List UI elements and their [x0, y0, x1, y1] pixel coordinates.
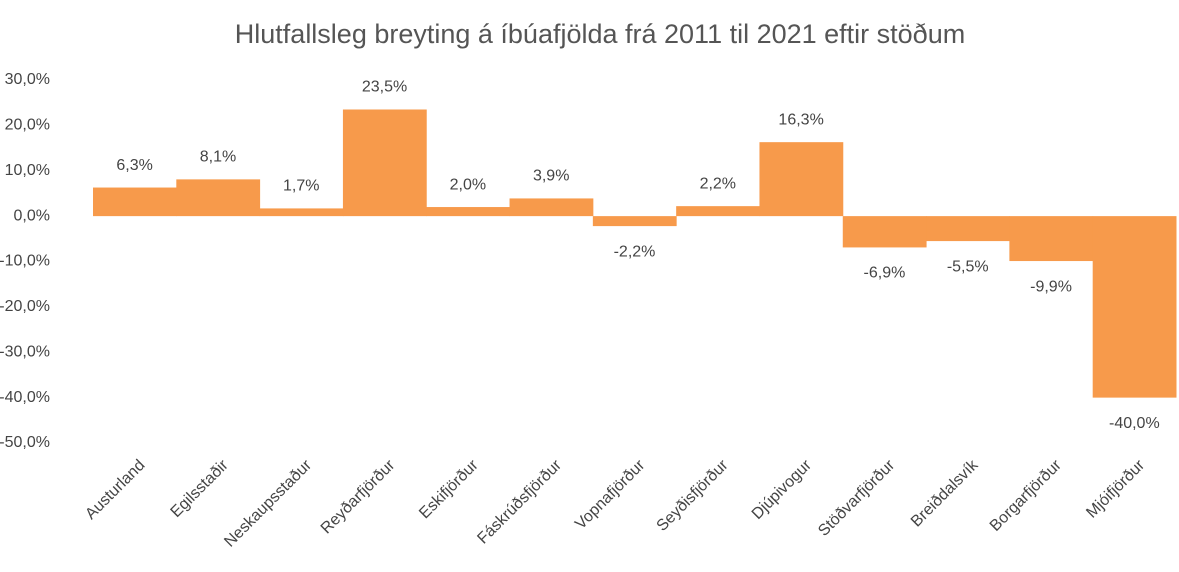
x-tick-label: Austurland	[82, 457, 148, 523]
x-tick-label: Eskifjörður	[416, 456, 482, 522]
data-label: 23,5%	[362, 79, 407, 96]
y-tick-label: -30,0%	[0, 343, 50, 360]
bar	[93, 187, 177, 217]
y-tick-label: 20,0%	[5, 117, 50, 134]
x-tick-label: Seyðisfjörður	[654, 456, 733, 535]
bar	[759, 142, 844, 217]
x-tick-label: Fáskrúðsfjörður	[474, 456, 565, 547]
bar	[842, 216, 927, 248]
data-label: -5,5%	[947, 258, 989, 275]
data-label: 2,2%	[700, 175, 736, 192]
data-label: 8,1%	[200, 149, 236, 166]
data-label: 2,0%	[450, 176, 486, 193]
y-tick-label: -40,0%	[0, 389, 50, 406]
bar	[1009, 216, 1094, 262]
data-label: 6,3%	[116, 157, 152, 174]
bar	[592, 216, 677, 227]
y-tick-label: 10,0%	[5, 162, 50, 179]
x-tick-label: Stöðvarfjörður	[815, 456, 899, 540]
y-tick-label: -50,0%	[0, 434, 50, 451]
bar	[426, 207, 511, 217]
bar	[259, 208, 344, 217]
data-label: -40,0%	[1109, 415, 1160, 432]
y-tick-label: -10,0%	[0, 253, 50, 270]
data-label: -6,9%	[864, 265, 906, 282]
bar	[342, 109, 427, 217]
y-tick-label: -20,0%	[0, 298, 50, 315]
x-tick-label: Borgarfjörður	[987, 456, 1066, 535]
data-label: 16,3%	[778, 111, 823, 128]
data-label: -2,2%	[614, 243, 656, 260]
chart-title: Hlutfallsleg breyting á íbúafjölda frá 2…	[235, 19, 965, 49]
data-label: -9,9%	[1030, 278, 1072, 295]
x-tick-label: Breiðdalsvík	[908, 456, 982, 530]
x-tick-label: Djúpivogur	[749, 456, 816, 523]
bar	[176, 179, 261, 217]
x-tick-label: Egilsstaðir	[168, 456, 233, 521]
x-tick-label: Reyðarfjörður	[318, 456, 399, 537]
y-tick-label: 0,0%	[14, 207, 50, 224]
bar	[509, 198, 594, 217]
x-tick-label: Neskaupsstaður	[221, 456, 315, 550]
x-tick-label: Mjóifjörður	[1083, 456, 1148, 521]
bar	[676, 206, 760, 217]
bar	[1092, 216, 1177, 398]
y-tick-label: 30,0%	[5, 71, 50, 88]
data-label: 3,9%	[533, 168, 569, 185]
data-label: 1,7%	[283, 178, 319, 195]
x-tick-label: Vopnafjörður	[572, 456, 649, 533]
bar	[926, 216, 1010, 242]
